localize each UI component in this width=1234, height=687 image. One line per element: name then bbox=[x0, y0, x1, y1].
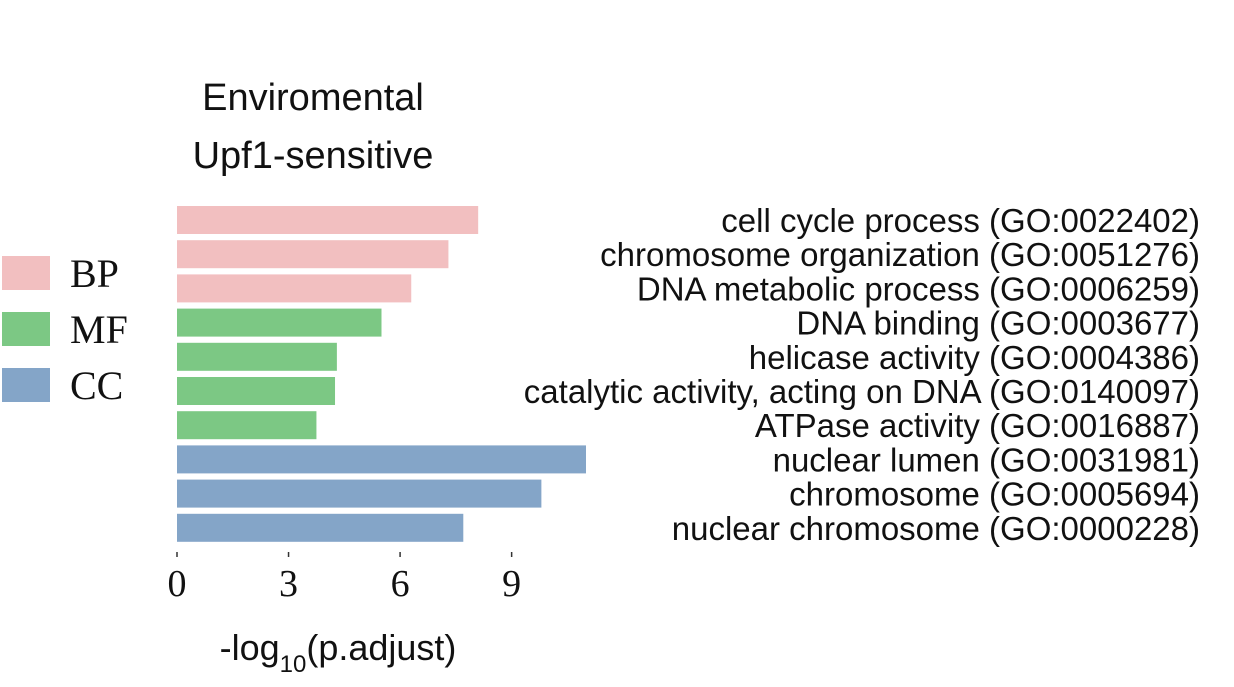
x-label-prefix: -log bbox=[220, 627, 280, 668]
legend-label-bp: BP bbox=[70, 251, 119, 296]
bar bbox=[177, 240, 449, 269]
bar bbox=[177, 274, 412, 303]
category-label: DNA binding (GO:0003677) bbox=[796, 305, 1200, 342]
x-axis-label: -log10(p.adjust) bbox=[220, 627, 457, 678]
bars bbox=[177, 206, 586, 542]
category-label: ATPase activity (GO:0016887) bbox=[755, 407, 1200, 444]
legend-label-mf: MF bbox=[70, 307, 128, 352]
x-tick-label: 6 bbox=[391, 563, 410, 605]
legend: BP MF CC bbox=[2, 251, 128, 408]
category-label: chromosome (GO:0005694) bbox=[789, 476, 1200, 513]
bar bbox=[177, 206, 479, 234]
x-label-suffix: (p.adjust) bbox=[306, 627, 456, 668]
chart-title: Enviromental Upf1-sensitive bbox=[193, 77, 434, 177]
category-label: catalytic activity, acting on DNA (GO:01… bbox=[524, 373, 1200, 410]
x-tick-label: 0 bbox=[168, 563, 187, 605]
bar bbox=[177, 445, 586, 474]
category-label: helicase activity (GO:0004386) bbox=[749, 339, 1200, 376]
x-axis: 0 3 6 9 bbox=[168, 552, 521, 605]
title-line: Upf1-sensitive bbox=[193, 135, 434, 177]
legend-swatch-mf bbox=[2, 312, 50, 346]
category-label: chromosome organization (GO:0051276) bbox=[600, 236, 1200, 273]
category-label: cell cycle process (GO:0022402) bbox=[721, 202, 1200, 239]
bar bbox=[177, 479, 542, 508]
x-label-subscript: 10 bbox=[280, 651, 307, 678]
category-labels: cell cycle process (GO:0022402)chromosom… bbox=[524, 202, 1200, 547]
bar bbox=[177, 342, 337, 371]
legend-swatch-bp bbox=[2, 256, 50, 290]
legend-swatch-cc bbox=[2, 368, 50, 402]
bar bbox=[177, 513, 464, 542]
legend-label-cc: CC bbox=[70, 363, 123, 408]
bar bbox=[177, 377, 336, 405]
x-tick-label: 3 bbox=[279, 563, 298, 605]
category-label: DNA metabolic process (GO:0006259) bbox=[637, 270, 1200, 307]
x-tick-label: 9 bbox=[502, 563, 521, 605]
title-line: Enviromental bbox=[202, 77, 424, 119]
bar bbox=[177, 411, 317, 440]
category-label: nuclear chromosome (GO:0000228) bbox=[672, 510, 1200, 547]
category-label: nuclear lumen (GO:0031981) bbox=[773, 441, 1200, 478]
bar bbox=[177, 308, 382, 337]
